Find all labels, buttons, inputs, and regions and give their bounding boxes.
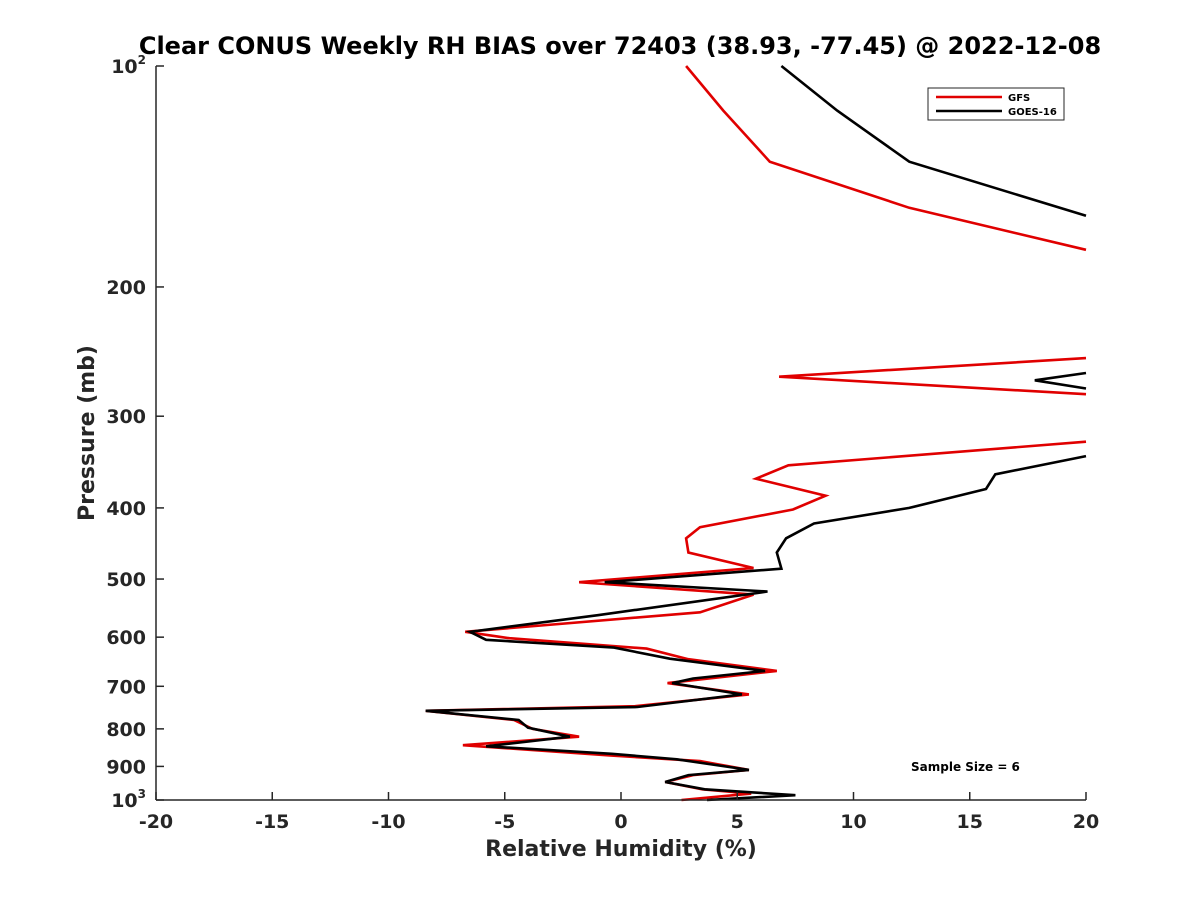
y-tick-base: 400 [106,498,146,520]
x-tick-label: -20 [139,811,173,833]
y-tick-base: 900 [106,756,146,778]
y-tick-label: 102 [111,53,146,78]
y-tick-base: 600 [106,627,146,649]
y-tick-base: 10 [111,790,137,812]
y-tick-exponent: 3 [138,787,146,801]
y-tick-label: 600 [106,627,146,649]
y-tick-label: 400 [106,498,146,520]
y-tick-base: 300 [106,406,146,428]
x-tick-label: 20 [1073,811,1099,833]
y-tick-base: 200 [106,277,146,299]
x-axis-label: Relative Humidity (%) [485,837,757,862]
legend-label-goes16: GOES-16 [1008,107,1057,118]
y-tick-base: 800 [106,719,146,741]
y-tick-base: 10 [111,56,137,78]
y-tick-base: 700 [106,676,146,698]
y-tick-label: 200 [106,277,146,299]
x-tick-label: 0 [614,811,627,833]
y-tick-label: 103 [111,787,146,812]
series-layer [425,64,1087,802]
y-tick-label: 700 [106,676,146,698]
y-tick-label: 900 [106,756,146,778]
legend-box [927,87,1065,121]
x-tick-label: -5 [494,811,515,833]
x-tick-label: 15 [957,811,983,833]
x-tick-label: 10 [840,811,866,833]
y-tick-label: 800 [106,719,146,741]
y-axis-label: Pressure (mb) [75,345,100,521]
x-tick-label: -10 [371,811,405,833]
chart-title: Clear CONUS Weekly RH BIAS over 72403 (3… [139,32,1101,60]
legend: GFS GOES-16 [927,87,1065,121]
y-tick-label: 500 [106,569,146,591]
x-ticks: -20 -15 -10 -5 0 5 10 15 20 [139,792,1099,833]
sample-size-annotation: Sample Size = 6 [911,760,1020,774]
x-tick-label: 5 [731,811,744,833]
plot-area [156,66,1086,800]
x-tick-label: -15 [255,811,289,833]
legend-label-gfs: GFS [1008,93,1030,104]
y-tick-exponent: 2 [138,53,146,67]
y-tick-base: 500 [106,569,146,591]
series-line-goes16 [425,64,1087,802]
y-tick-label: 300 [106,406,146,428]
